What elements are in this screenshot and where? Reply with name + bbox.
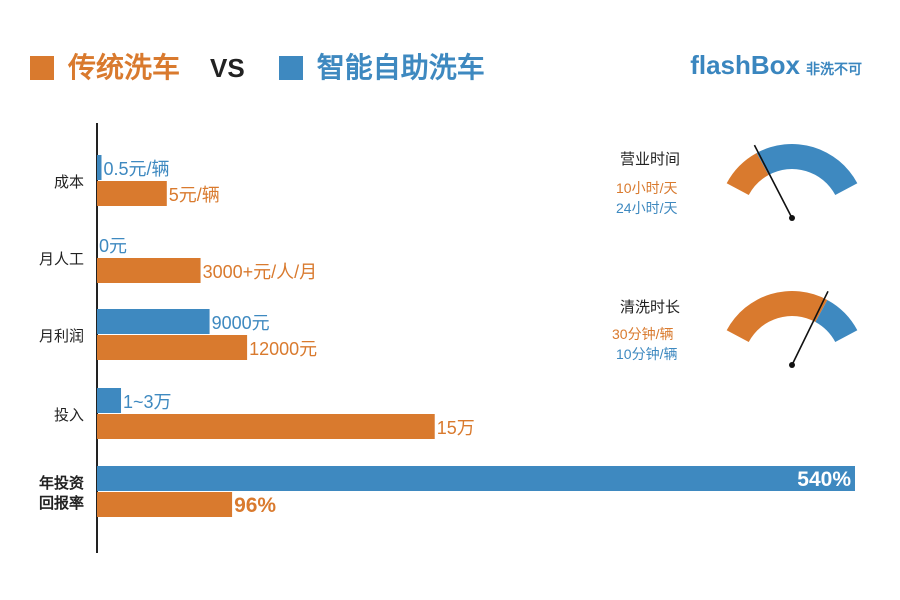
data-label-smart: 0.5元/辆 <box>104 159 170 179</box>
gauge-needle <box>753 144 793 219</box>
bar-smart <box>97 309 210 334</box>
data-label-traditional: 96% <box>234 494 276 517</box>
brand-name: flashBox <box>690 50 800 80</box>
data-label-smart: 0元 <box>99 236 127 256</box>
legend-label-traditional: 传统洗车 <box>68 52 181 83</box>
data-label-smart: 540% <box>797 468 851 491</box>
gauge-smart-wash-time: 10分钟/辆 <box>616 346 678 362</box>
bar-traditional <box>97 492 233 517</box>
gauge-needle-pivot <box>789 362 795 368</box>
gauge-segment-smart <box>756 143 858 195</box>
bar-smart <box>97 388 122 413</box>
gauge-needle-pivot <box>789 215 795 221</box>
data-label-traditional: 3000+元/人/月 <box>203 262 318 282</box>
gauge-segment-smart <box>815 299 858 342</box>
gauge-traditional-hours: 10小时/天 <box>616 180 678 196</box>
gauge-title-wash-time: 清洗时长 <box>620 299 681 316</box>
data-label-smart: 1~3万 <box>123 392 172 412</box>
data-label-traditional: 15万 <box>437 418 475 438</box>
gauge-traditional-wash-time: 30分钟/辆 <box>612 326 674 342</box>
gauge-smart-hours: 24小时/天 <box>616 200 678 216</box>
category-label: 投入 <box>54 407 84 424</box>
bar-traditional <box>97 335 248 360</box>
legend-swatch-smart <box>278 56 303 80</box>
bar-traditional <box>97 258 201 283</box>
data-label-smart: 9000元 <box>212 313 270 333</box>
gauge-title-hours: 营业时间 <box>620 151 681 168</box>
bar-traditional <box>97 414 435 439</box>
brand-tagline: 非洗不可 <box>806 61 862 77</box>
bar-smart <box>97 466 855 491</box>
category-label: 月利润 <box>39 328 84 345</box>
brand-logo: flashBox 非洗不可 <box>690 50 862 81</box>
category-label: 月人工 <box>39 251 84 268</box>
data-label-traditional: 12000元 <box>249 339 317 359</box>
bar-traditional <box>97 181 167 206</box>
category-label: 年投资 <box>39 474 84 492</box>
category-label: 成本 <box>54 174 84 191</box>
legend-vs: VS <box>210 52 245 83</box>
legend-label-smart: 智能自助洗车 <box>316 52 485 83</box>
category-label: 回报率 <box>39 494 84 512</box>
legend: 传统洗车 VS 智能自助洗车 <box>30 48 485 88</box>
bar-smart <box>97 155 102 180</box>
data-label-traditional: 5元/辆 <box>169 185 220 205</box>
gauge-needle <box>791 290 829 366</box>
legend-swatch-traditional <box>30 56 54 80</box>
gauge-segment-traditional <box>726 152 769 195</box>
gauge-segment-traditional <box>726 290 828 342</box>
